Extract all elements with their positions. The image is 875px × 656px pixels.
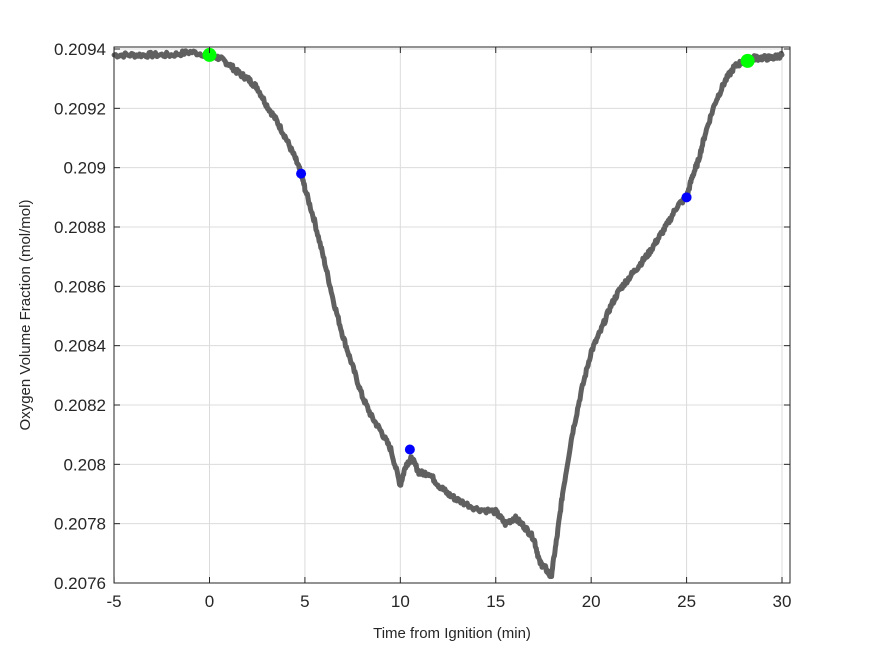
o2-measurement-line — [111, 48, 785, 580]
x-tick-label: 10 — [391, 592, 410, 611]
y-axis-label: Oxygen Volume Fraction (mol/mol) — [17, 200, 34, 431]
y-tick-label: 0.2086 — [54, 277, 106, 296]
blue-marker — [681, 192, 692, 203]
y-tick-label: 0.2094 — [54, 40, 106, 59]
x-tick-label: 30 — [773, 592, 792, 611]
y-tick-label: 0.2078 — [54, 515, 106, 534]
x-tick-label: 20 — [582, 592, 601, 611]
y-tick-label: 0.208 — [63, 455, 106, 474]
y-tick-label: 0.2082 — [54, 396, 106, 415]
y-tick-label: 0.2092 — [54, 99, 106, 118]
axes-box — [113, 46, 791, 584]
y-axis-ticks: 0.2076 0.2078 0.208 0.2082 0.2084 0.2086 0.208… — [54, 40, 790, 593]
green-marker — [202, 47, 217, 62]
blue-marker — [296, 168, 307, 179]
x-tick-label: 25 — [677, 592, 696, 611]
x-tick-label: 5 — [300, 592, 309, 611]
x-axis-label: Time from Ignition (min) — [373, 625, 531, 642]
x-axis-ticks: -5 0 5 10 15 20 25 30 — [107, 47, 792, 611]
y-tick-label: 0.209 — [63, 159, 106, 178]
green-marker — [740, 53, 755, 68]
data-series — [111, 47, 785, 580]
y-tick-label: 0.2076 — [54, 574, 106, 593]
x-tick-label: 0 — [205, 592, 214, 611]
x-tick-label: -5 — [107, 592, 122, 611]
grid-lines — [113, 47, 790, 584]
y-tick-label: 0.2088 — [54, 218, 106, 237]
y-tick-label: 0.2084 — [54, 337, 106, 356]
blue-marker — [404, 444, 415, 455]
x-tick-label: 15 — [486, 592, 505, 611]
